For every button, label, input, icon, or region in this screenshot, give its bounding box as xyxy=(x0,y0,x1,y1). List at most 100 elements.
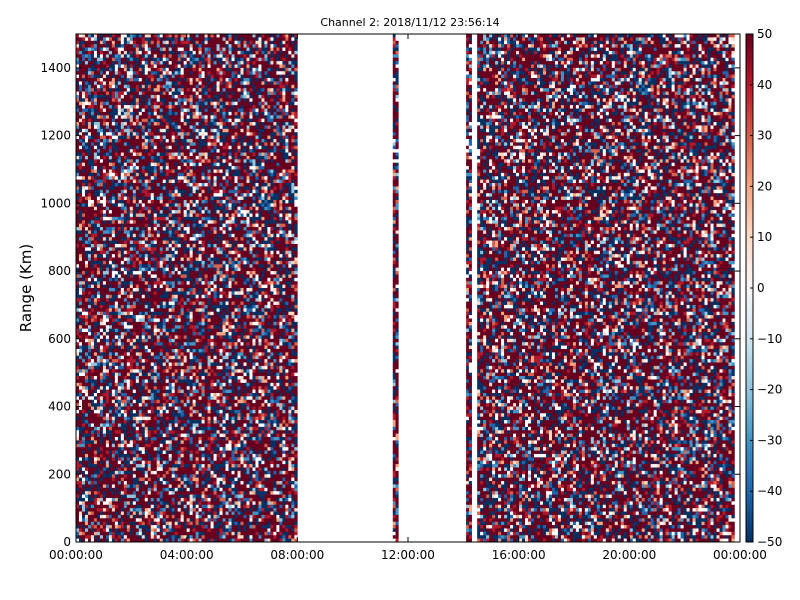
heatmap-cell xyxy=(139,180,142,184)
heatmap-cell xyxy=(91,461,94,465)
heatmap-cell xyxy=(130,58,133,62)
heatmap-cell xyxy=(136,298,139,302)
heatmap-cell xyxy=(100,318,103,322)
heatmap-cell xyxy=(79,373,82,377)
heatmap-cell xyxy=(127,75,130,79)
heatmap-cell xyxy=(169,342,172,346)
heatmap-cell xyxy=(166,478,169,482)
heatmap-cell xyxy=(82,95,85,99)
heatmap-cell xyxy=(109,278,112,282)
heatmap-cell xyxy=(103,166,106,170)
heatmap-cell xyxy=(118,180,121,184)
heatmap-cell xyxy=(118,386,121,390)
heatmap-cell xyxy=(163,478,166,482)
heatmap-cell xyxy=(139,213,142,217)
heatmap-cell xyxy=(88,58,91,62)
heatmap-cell xyxy=(157,491,160,495)
heatmap-cell xyxy=(103,295,106,299)
heatmap-cell xyxy=(91,227,94,231)
heatmap-cell xyxy=(82,444,85,448)
heatmap-cell xyxy=(160,329,163,333)
heatmap-cell xyxy=(148,271,151,275)
heatmap-cell xyxy=(172,305,175,309)
heatmap-cell xyxy=(100,518,103,522)
heatmap-cell xyxy=(106,515,109,519)
heatmap-cell xyxy=(103,505,106,509)
heatmap-cell xyxy=(109,434,112,438)
heatmap-cell xyxy=(85,163,88,167)
heatmap-cell xyxy=(151,78,154,82)
heatmap-cell xyxy=(118,403,121,407)
heatmap-cell xyxy=(106,149,109,153)
heatmap-cell xyxy=(121,95,124,99)
heatmap-cell xyxy=(118,139,121,143)
heatmap-cell xyxy=(85,437,88,441)
heatmap-cell xyxy=(160,227,163,231)
heatmap-cell xyxy=(91,54,94,58)
heatmap-cell xyxy=(169,335,172,339)
heatmap-cell xyxy=(142,332,145,336)
heatmap-cell xyxy=(121,41,124,45)
heatmap-cell xyxy=(82,68,85,72)
heatmap-cell xyxy=(172,220,175,224)
heatmap-cell xyxy=(121,271,124,275)
heatmap-cell xyxy=(169,183,172,187)
heatmap-cell xyxy=(139,78,142,82)
heatmap-cell xyxy=(115,264,118,268)
heatmap-cell xyxy=(145,54,148,58)
heatmap-cell xyxy=(175,81,178,85)
heatmap-cell xyxy=(85,481,88,485)
heatmap-cell xyxy=(106,285,109,289)
heatmap-cell xyxy=(115,363,118,367)
heatmap-cell xyxy=(82,153,85,157)
heatmap-cell xyxy=(100,92,103,96)
heatmap-cell xyxy=(172,386,175,390)
heatmap-cell xyxy=(121,495,124,499)
heatmap-cell xyxy=(82,268,85,272)
heatmap-cell xyxy=(136,427,139,431)
heatmap-cell xyxy=(91,390,94,394)
heatmap-cell xyxy=(94,132,97,136)
heatmap-cell xyxy=(103,440,106,444)
heatmap-cell xyxy=(100,241,103,245)
heatmap-cell xyxy=(169,166,172,170)
heatmap-cell xyxy=(166,51,169,55)
heatmap-cell xyxy=(124,237,127,241)
heatmap-cell xyxy=(166,48,169,52)
heatmap-cell xyxy=(166,481,169,485)
heatmap-cell xyxy=(148,75,151,79)
heatmap-cell xyxy=(145,352,148,356)
heatmap-cell xyxy=(109,268,112,272)
heatmap-cell xyxy=(109,78,112,82)
heatmap-cell xyxy=(127,349,130,353)
heatmap-cell xyxy=(148,339,151,343)
heatmap-cell xyxy=(94,119,97,123)
heatmap-cell xyxy=(166,369,169,373)
heatmap-cell xyxy=(148,173,151,177)
heatmap-cell xyxy=(94,488,97,492)
heatmap-cell xyxy=(115,434,118,438)
heatmap-cell xyxy=(175,68,178,72)
heatmap-cell xyxy=(130,163,133,167)
heatmap-cell xyxy=(88,498,91,502)
heatmap-cell xyxy=(91,78,94,82)
heatmap-cell xyxy=(91,393,94,397)
heatmap-cell xyxy=(103,105,106,109)
heatmap-cell xyxy=(115,315,118,319)
heatmap-cell xyxy=(160,410,163,414)
heatmap-cell xyxy=(142,163,145,167)
heatmap-cell xyxy=(139,335,142,339)
heatmap-cell xyxy=(163,525,166,529)
heatmap-cell xyxy=(127,518,130,522)
heatmap-cell xyxy=(103,285,106,289)
heatmap-cell xyxy=(163,210,166,214)
heatmap-cell xyxy=(97,115,100,119)
heatmap-cell xyxy=(118,447,121,451)
heatmap-cell xyxy=(169,197,172,201)
heatmap-cell xyxy=(133,258,136,262)
heatmap-cell xyxy=(172,474,175,478)
heatmap-cell xyxy=(82,535,85,539)
heatmap-cell xyxy=(103,247,106,251)
heatmap-cell xyxy=(172,369,175,373)
heatmap-cell xyxy=(118,291,121,295)
